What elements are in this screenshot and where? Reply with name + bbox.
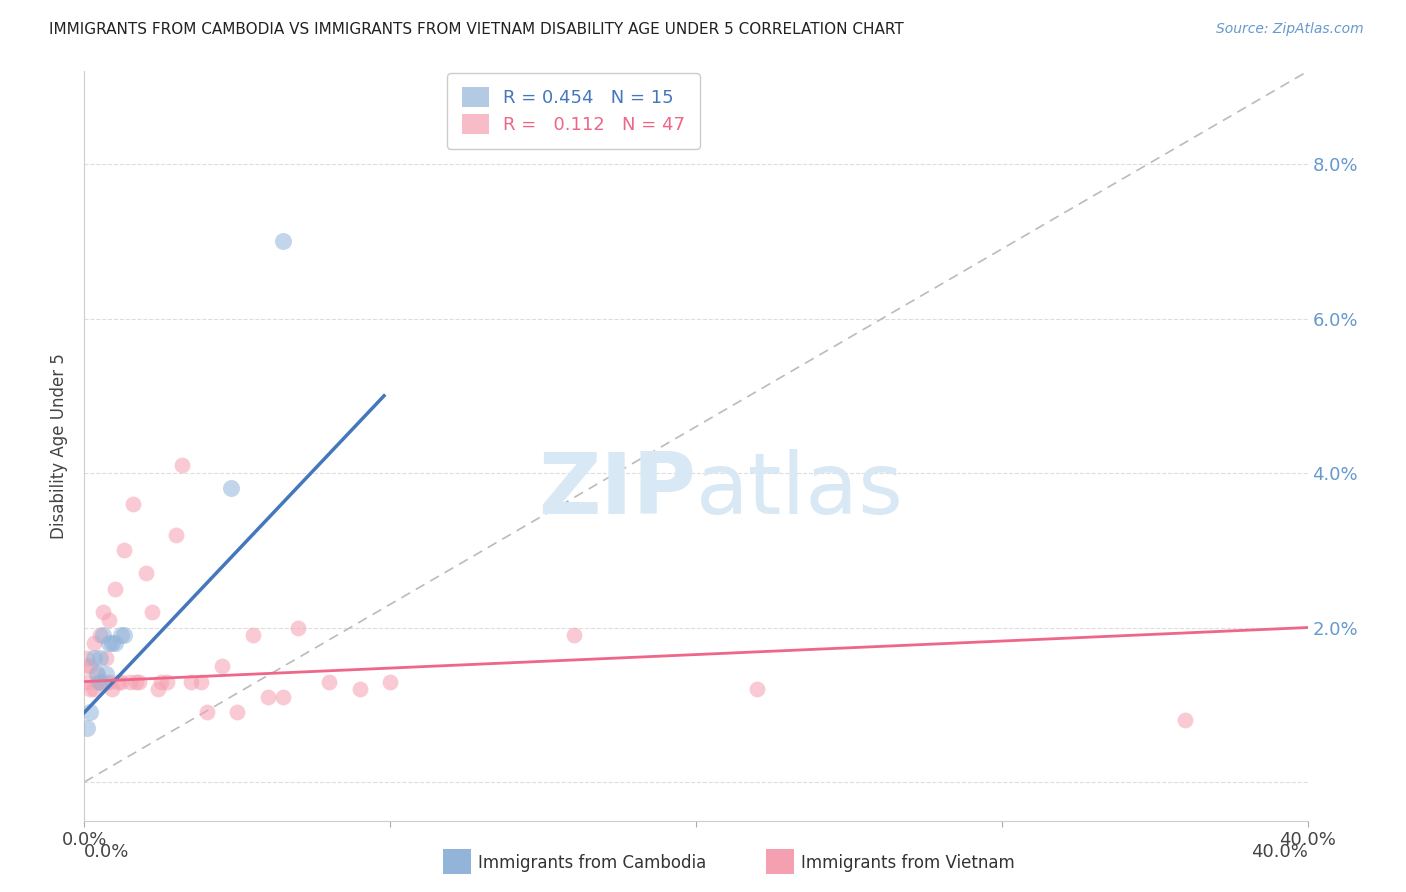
Point (141, 605, 163, 619)
Point (86, 666, 108, 681)
Text: 40.0%: 40.0% (1251, 843, 1308, 861)
Point (97, 674, 120, 689)
Text: atlas: atlas (696, 450, 904, 533)
Point (1174, 713, 1197, 727)
Point (122, 497, 145, 511)
Point (271, 690, 294, 704)
Point (76, 674, 98, 689)
Text: 0.0%: 0.0% (84, 843, 129, 861)
Point (120, 674, 142, 689)
Text: IMMIGRANTS FROM CAMBODIA VS IMMIGRANTS FROM VIETNAM DISABILITY AGE UNDER 5 CORRE: IMMIGRANTS FROM CAMBODIA VS IMMIGRANTS F… (49, 22, 904, 37)
Point (107, 674, 129, 689)
Point (562, 628, 585, 642)
Text: Immigrants from Vietnam: Immigrants from Vietnam (801, 854, 1015, 871)
Point (91, 628, 114, 642)
Point (287, 621, 309, 635)
Point (104, 582, 127, 596)
Point (125, 674, 148, 689)
Point (91, 605, 114, 619)
Point (89, 674, 111, 689)
Point (101, 682, 124, 697)
Point (318, 674, 340, 689)
Point (76, 651, 98, 665)
Point (257, 690, 280, 704)
Point (146, 682, 169, 697)
Point (349, 682, 371, 697)
Point (242, 628, 264, 642)
Point (172, 458, 194, 473)
Point (97, 636, 120, 650)
Point (83, 636, 105, 650)
Point (79, 659, 101, 673)
Point (86, 666, 108, 681)
Text: Source: ZipAtlas.com: Source: ZipAtlas.com (1216, 22, 1364, 37)
Point (97, 613, 120, 627)
Point (79, 706, 101, 720)
Point (112, 543, 135, 558)
Point (380, 674, 402, 689)
Point (271, 235, 294, 249)
Point (110, 674, 132, 689)
Point (180, 674, 202, 689)
Point (94, 674, 117, 689)
Y-axis label: Disability Age Under 5: Disability Age Under 5 (51, 353, 69, 539)
Point (101, 636, 124, 650)
Point (165, 528, 187, 542)
Point (89, 674, 111, 689)
Point (76, 659, 98, 673)
Point (79, 682, 101, 697)
Point (94, 666, 117, 681)
Point (156, 674, 179, 689)
Point (190, 674, 212, 689)
Text: Immigrants from Cambodia: Immigrants from Cambodia (478, 854, 706, 871)
Point (83, 651, 105, 665)
Point (149, 674, 172, 689)
Point (135, 566, 157, 581)
Point (104, 636, 127, 650)
Point (94, 651, 117, 665)
Point (83, 682, 105, 697)
Point (110, 628, 132, 642)
Point (89, 628, 111, 642)
Legend: R = 0.454   N = 15, R =   0.112   N = 47: R = 0.454 N = 15, R = 0.112 N = 47 (447, 73, 700, 149)
Point (211, 659, 233, 673)
Point (195, 706, 218, 720)
Point (219, 482, 242, 496)
Point (226, 706, 249, 720)
Point (86, 674, 108, 689)
Point (128, 674, 150, 689)
Point (76, 721, 98, 735)
Text: ZIP: ZIP (538, 450, 696, 533)
Point (747, 682, 769, 697)
Point (89, 651, 111, 665)
Point (112, 628, 135, 642)
